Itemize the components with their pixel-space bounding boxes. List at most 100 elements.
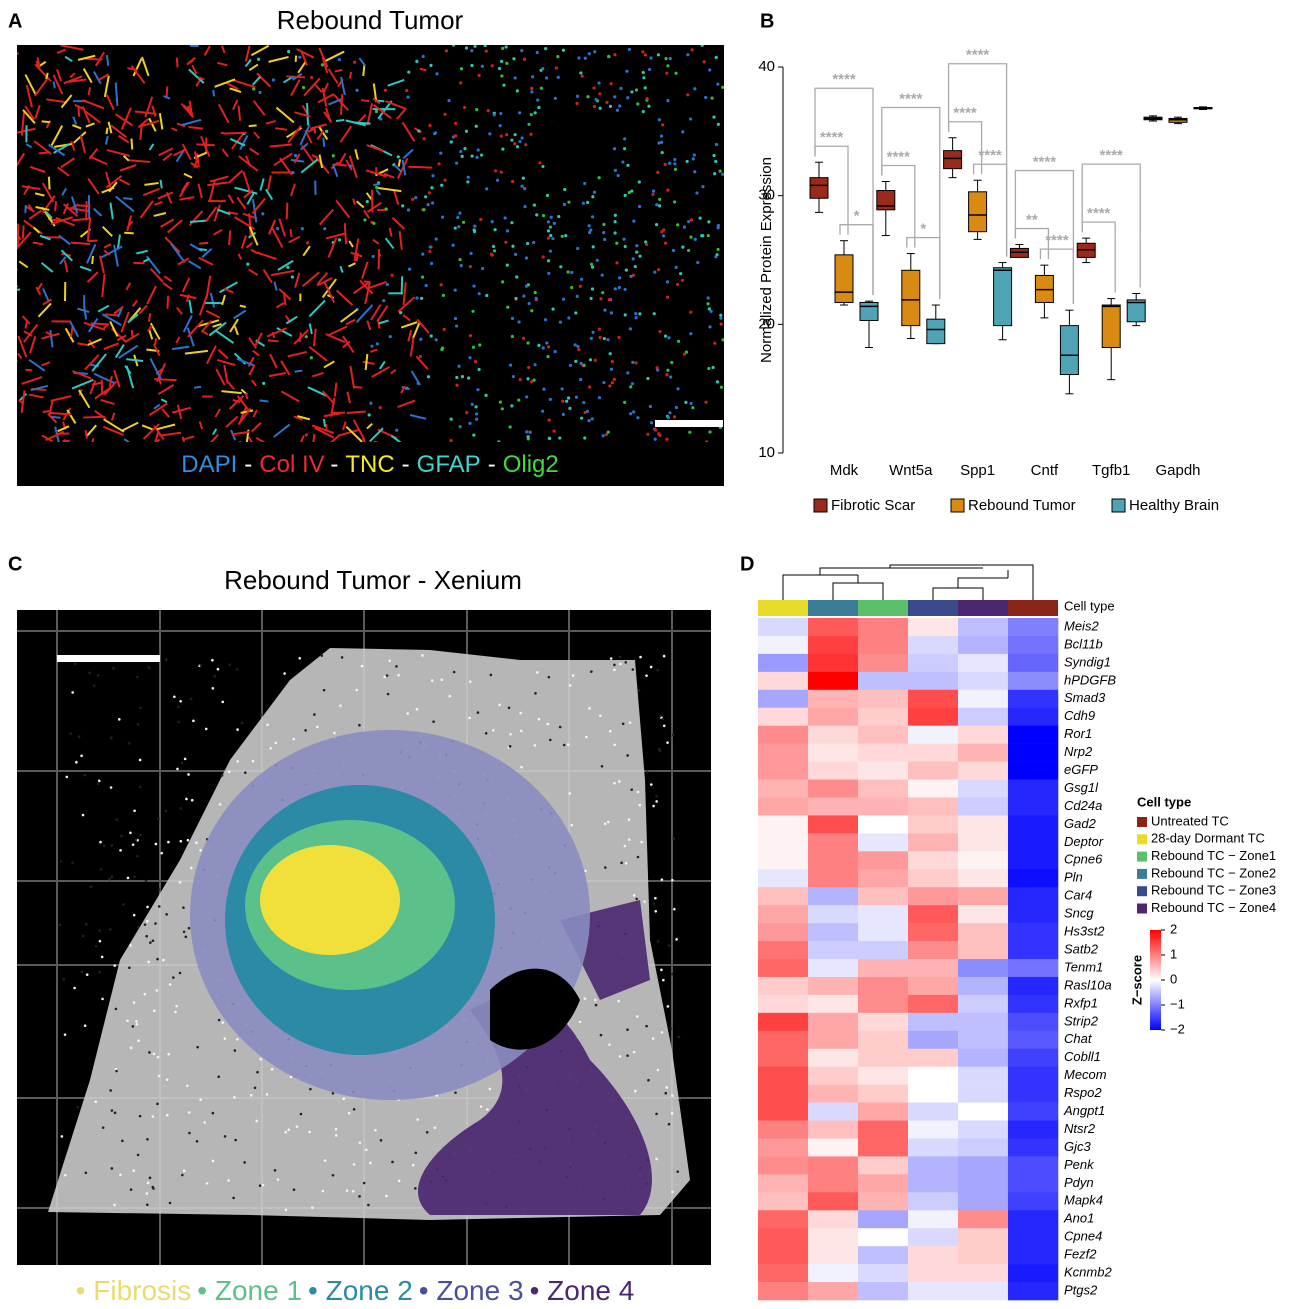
nucleus — [455, 376, 458, 379]
nucleus — [591, 215, 594, 218]
heat-cell — [1008, 851, 1058, 869]
cell — [188, 927, 191, 930]
fiber — [23, 225, 24, 238]
nucleus — [591, 287, 594, 290]
cell — [102, 1126, 105, 1129]
row-label: Deptor — [1064, 834, 1104, 849]
legend-swatch — [1137, 886, 1147, 896]
heat-cell — [858, 1192, 908, 1210]
nucleus — [695, 191, 698, 194]
heat-cell — [1008, 1085, 1058, 1103]
cell — [654, 897, 657, 900]
nucleus — [694, 238, 697, 241]
cell — [274, 1169, 277, 1172]
nucleus — [509, 364, 512, 367]
heat-cell — [858, 1156, 908, 1174]
nucleus — [498, 67, 501, 70]
nucleus — [574, 360, 577, 363]
heat-cell — [908, 708, 958, 726]
cell — [187, 773, 190, 776]
heat-cell — [858, 1103, 908, 1121]
cell — [599, 714, 602, 717]
nucleus — [442, 294, 445, 297]
fibrosis — [260, 845, 400, 955]
cell — [188, 1111, 191, 1114]
nucleus — [629, 412, 632, 415]
cell — [559, 726, 562, 729]
fiber — [354, 123, 370, 124]
heat-cell — [1008, 815, 1058, 833]
heat-cell — [858, 708, 908, 726]
cell — [126, 1019, 129, 1022]
nucleus — [414, 196, 417, 199]
cell — [183, 1170, 186, 1173]
nucleus — [623, 288, 626, 291]
nucleus — [544, 318, 547, 321]
colorbar-tick-label: −2 — [1170, 1021, 1185, 1036]
cell — [179, 700, 182, 703]
cell — [166, 1114, 169, 1117]
nucleus — [629, 385, 632, 388]
cell — [169, 1202, 172, 1205]
row-label: Mapk4 — [1064, 1193, 1103, 1208]
legend-item: • Zone 1 — [197, 1275, 302, 1304]
row-label: Fezf2 — [1064, 1247, 1097, 1262]
cell — [670, 1027, 673, 1030]
nucleus — [608, 298, 611, 301]
cell — [637, 791, 640, 794]
nucleus — [447, 99, 450, 102]
cell — [212, 687, 215, 690]
cell — [137, 723, 140, 726]
nucleus — [636, 102, 639, 105]
nucleus — [549, 234, 552, 237]
nucleus — [484, 394, 487, 397]
nucleus — [500, 60, 503, 63]
nucleus — [541, 410, 544, 413]
fiber — [149, 313, 150, 321]
cell — [139, 759, 142, 762]
cell — [488, 1088, 491, 1091]
nucleus — [505, 45, 508, 48]
cell — [181, 762, 184, 765]
cell — [661, 718, 664, 721]
heat-cell — [1008, 1228, 1058, 1246]
significance-label: **** — [1033, 154, 1057, 171]
nucleus — [517, 398, 520, 401]
nucleus — [415, 296, 418, 299]
cell — [624, 845, 627, 848]
nucleus — [470, 49, 473, 52]
fiber — [345, 223, 346, 244]
nucleus — [613, 147, 616, 150]
nucleus — [632, 220, 635, 223]
column-color — [958, 600, 1008, 616]
nucleus — [610, 368, 613, 371]
cell — [148, 666, 151, 669]
row-label: Angpt1 — [1063, 1103, 1105, 1118]
nucleus — [574, 311, 577, 314]
nucleus — [523, 187, 526, 190]
fiber — [49, 177, 50, 190]
heat-cell — [808, 887, 858, 905]
cell — [640, 841, 643, 844]
nucleus — [291, 275, 294, 278]
heat-cell — [858, 1138, 908, 1156]
nucleus — [719, 314, 722, 317]
nucleus — [598, 328, 601, 331]
fiber — [294, 371, 302, 372]
nucleus — [693, 170, 696, 173]
nucleus — [586, 95, 589, 98]
nucleus — [514, 253, 517, 256]
nucleus — [701, 234, 704, 237]
cell — [296, 1125, 299, 1128]
cell — [152, 1115, 155, 1118]
fiber — [307, 103, 308, 125]
nucleus — [707, 234, 710, 237]
nucleus — [623, 147, 626, 150]
nucleus — [459, 81, 462, 84]
cell — [431, 679, 434, 682]
legend-swatch — [1137, 852, 1147, 862]
cell — [652, 1037, 655, 1040]
nucleus — [557, 215, 560, 218]
heat-cell — [1008, 941, 1058, 959]
heat-cell — [858, 726, 908, 744]
